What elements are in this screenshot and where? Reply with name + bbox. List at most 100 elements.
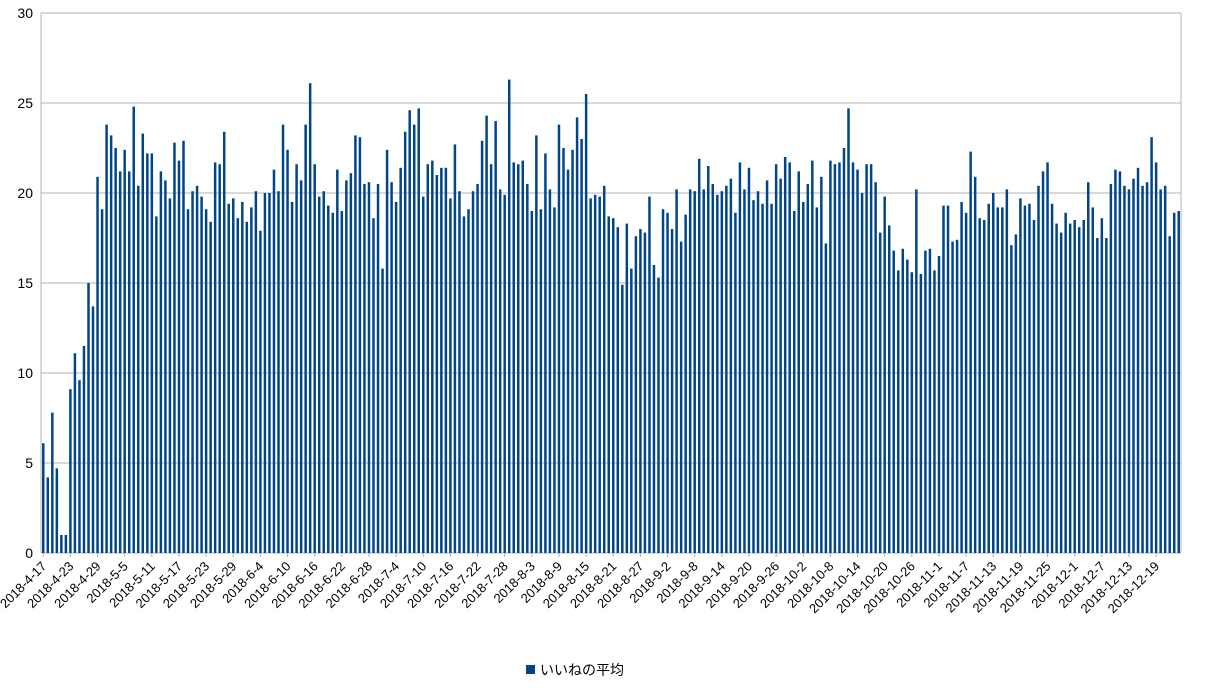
- bar: [919, 274, 923, 553]
- bar: [440, 167, 443, 554]
- bar: [449, 198, 452, 553]
- bar: [458, 191, 461, 553]
- bar: [69, 389, 72, 553]
- bar: [1123, 185, 1126, 554]
- bar: [1159, 189, 1162, 553]
- bar: [643, 232, 647, 553]
- bar: [422, 196, 425, 553]
- legend: いいねの平均: [526, 662, 624, 678]
- bar: [661, 209, 665, 553]
- bar: [820, 176, 823, 554]
- bar: [711, 184, 715, 553]
- bar: [779, 178, 782, 553]
- bar: [924, 250, 927, 553]
- bar: [752, 200, 755, 553]
- bar: [539, 209, 543, 553]
- bar: [648, 196, 651, 553]
- bar: [1014, 234, 1018, 553]
- bar: [1037, 185, 1040, 554]
- bar: [308, 83, 312, 553]
- bar: [1150, 137, 1153, 553]
- bar: [910, 272, 914, 553]
- bar: [1177, 211, 1180, 553]
- bar: [1059, 232, 1063, 553]
- bar: [363, 184, 366, 553]
- bar: [304, 124, 307, 553]
- bar: [553, 207, 556, 553]
- bar: [403, 131, 407, 554]
- bar: [584, 94, 588, 553]
- bar: [241, 202, 244, 553]
- bar: [1109, 184, 1113, 553]
- bar: [906, 259, 909, 553]
- bar: [693, 191, 696, 553]
- bar: [1032, 220, 1036, 553]
- y-tick-label: 30: [17, 5, 33, 21]
- bar: [295, 164, 298, 553]
- bar: [331, 212, 335, 554]
- bar: [557, 124, 561, 553]
- bar: [729, 178, 733, 553]
- bar: [408, 110, 411, 553]
- bar: [1154, 162, 1158, 553]
- bar: [127, 171, 131, 553]
- bar: [530, 211, 534, 553]
- bar: [883, 196, 886, 553]
- bar: [417, 108, 420, 554]
- bar: [535, 135, 538, 553]
- bar: [476, 184, 479, 553]
- bar: [299, 180, 303, 553]
- bar: [322, 191, 325, 553]
- bar: [679, 241, 683, 553]
- bar: [761, 203, 764, 554]
- bar: [209, 221, 212, 554]
- bar: [996, 207, 1000, 553]
- bar: [177, 160, 181, 553]
- bar: [915, 189, 918, 553]
- gridlines: [41, 12, 1181, 554]
- bar: [973, 176, 977, 554]
- bar: [507, 79, 511, 553]
- bar: [480, 140, 484, 554]
- bar: [765, 180, 769, 553]
- bar: [1055, 223, 1058, 553]
- bar: [236, 218, 240, 553]
- bar: [141, 133, 145, 553]
- bar: [137, 185, 140, 554]
- bar: [381, 268, 384, 553]
- bar: [1010, 245, 1013, 553]
- bar: [1136, 167, 1140, 554]
- bar: [639, 229, 642, 553]
- bar: [426, 164, 430, 553]
- bar: [317, 196, 321, 553]
- legend-label: いいねの平均: [540, 662, 624, 678]
- bar: [874, 182, 877, 553]
- bar: [336, 169, 339, 553]
- bar: [684, 214, 687, 553]
- bar: [1087, 182, 1090, 553]
- bar: [580, 139, 583, 553]
- bar: [453, 144, 457, 553]
- bar-series: [42, 79, 1180, 554]
- bar: [774, 164, 778, 553]
- bar: [412, 124, 416, 553]
- bar: [634, 236, 638, 553]
- bar: [232, 198, 235, 553]
- bar: [200, 196, 203, 553]
- bar: [697, 158, 701, 554]
- bar: [616, 227, 620, 553]
- bar: [204, 209, 208, 553]
- bar: [783, 157, 787, 553]
- bar: [666, 212, 669, 554]
- bar: [802, 202, 805, 553]
- bar: [670, 229, 674, 553]
- y-tick-label: 10: [17, 365, 33, 381]
- bar: [838, 162, 841, 553]
- bar: [268, 193, 271, 553]
- bar: [399, 167, 402, 554]
- bar: [1023, 205, 1027, 553]
- bar: [878, 232, 882, 553]
- bar: [213, 162, 217, 553]
- bar: [847, 108, 850, 554]
